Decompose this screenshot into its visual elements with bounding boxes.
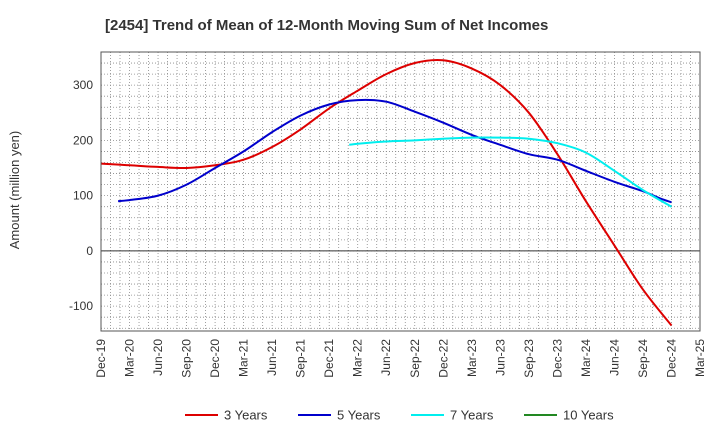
legend: 3 Years 5 Years 7 Years 10 Years <box>185 408 614 423</box>
legend-label: 5 Years <box>337 408 381 423</box>
x-tick-label: Mar-20 <box>123 339 137 377</box>
x-tick-label: Dec-19 <box>94 339 108 378</box>
x-tick-label: Mar-21 <box>237 339 251 377</box>
x-tick-label: Dec-22 <box>436 339 450 378</box>
x-tick-label: Mar-24 <box>579 339 593 377</box>
x-tick-label: Dec-20 <box>208 339 222 378</box>
x-tick-label: Sep-24 <box>636 339 650 378</box>
x-tick-label: Mar-22 <box>351 339 365 377</box>
x-tick-label: Sep-20 <box>180 339 194 378</box>
y-tick-labels: -100 0 100 200 300 <box>69 78 93 313</box>
series-line-2 <box>117 98 672 204</box>
y-tick-label: 100 <box>73 189 93 203</box>
plot-background <box>101 52 700 331</box>
x-tick-label: Dec-23 <box>550 339 564 378</box>
chart-title: [2454] Trend of Mean of 12-Month Moving … <box>105 17 548 34</box>
y-tick-label: 0 <box>86 244 93 258</box>
plot-frame <box>100 51 701 332</box>
y-tick-label: 300 <box>73 78 93 92</box>
x-tick-label: Sep-23 <box>522 339 536 378</box>
x-tick-label: Sep-21 <box>294 339 308 378</box>
series-line-3 <box>349 136 673 208</box>
x-tick-label: Jun-20 <box>151 339 165 376</box>
x-tick-label: Jun-24 <box>607 339 621 376</box>
legend-label: 7 Years <box>450 408 494 423</box>
legend-label: 3 Years <box>224 408 268 423</box>
x-tick-label: Dec-21 <box>322 339 336 378</box>
x-tick-label: Sep-22 <box>408 339 422 378</box>
y-axis-label: Amount (million yen) <box>7 131 22 250</box>
series-line-1 <box>100 59 673 327</box>
x-tick-labels: Dec-19 Mar-20 Jun-20 Sep-20 Dec-20 Mar-21 Jun-… <box>94 339 707 378</box>
y-tick-label: -100 <box>69 299 93 313</box>
plot-area <box>101 52 700 331</box>
series-lines <box>100 59 673 327</box>
y-tick-label: 200 <box>73 133 93 147</box>
plot-border <box>100 51 701 332</box>
x-tick-label: Dec-24 <box>664 339 678 378</box>
x-tick-label: Mar-23 <box>465 339 479 377</box>
x-tick-label: Jun-23 <box>493 339 507 376</box>
x-tick-label: Jun-22 <box>379 339 393 376</box>
x-tick-label: Mar-25 <box>693 339 707 377</box>
legend-label: 10 Years <box>563 408 614 423</box>
x-tick-label: Jun-21 <box>265 339 279 376</box>
